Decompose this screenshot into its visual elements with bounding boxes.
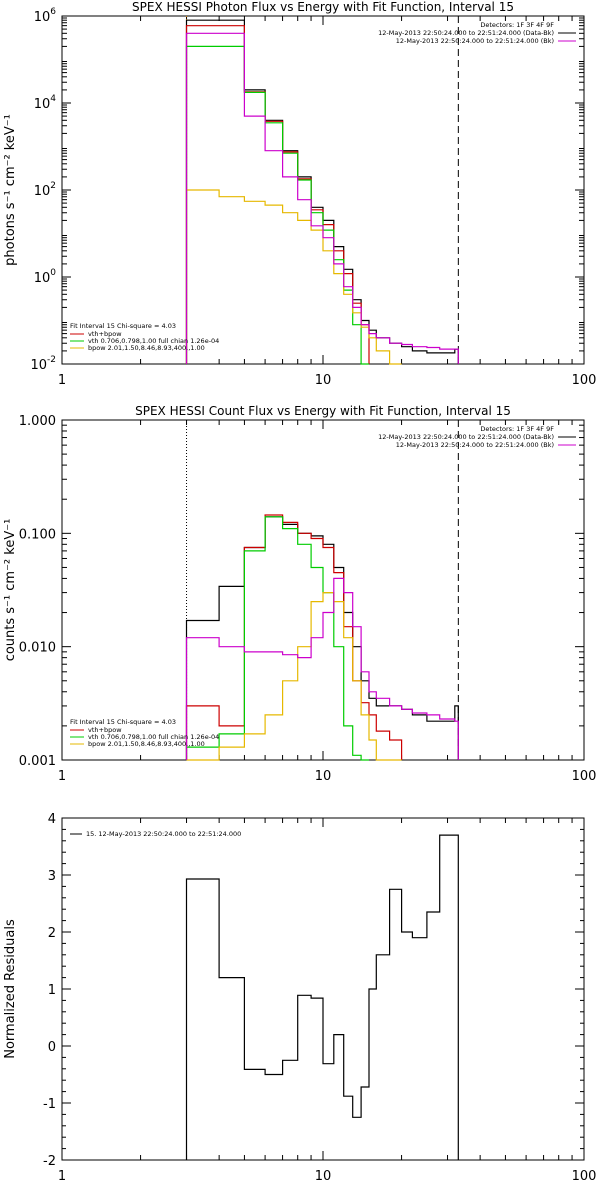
- x-tick-label: 100: [572, 373, 597, 388]
- y-tick-label: 2: [48, 926, 56, 941]
- series-data-histogram: [185, 834, 459, 1160]
- x-tick-label: 10: [315, 769, 332, 784]
- count-flux-panel: SPEX HESSI Count Flux vs Energy with Fit…: [3, 404, 596, 784]
- legend-top-right-entry: 12-May-2013 22:50:24.000 to 22:51:24.000…: [378, 433, 554, 441]
- y-axis-label: Normalized Residuals: [3, 919, 18, 1059]
- photon-flux-panel: SPEX HESSI Photon Flux vs Energy with Fi…: [3, 0, 596, 388]
- y-tick-label: 0.010: [19, 641, 56, 656]
- y-tick-label: 0.001: [19, 754, 56, 769]
- legend-fit-entry: vth 0.706,0.798,1.00 full chian 1.26e-04: [88, 733, 219, 741]
- legend-top-right-entry: Detectors: 1F 3F 4F 9F: [480, 21, 554, 29]
- legend-fit-entry: vth 0.706,0.798,1.00 full chian 1.26e-04: [88, 337, 219, 345]
- y-tick-label: 3: [48, 869, 56, 884]
- chart-title: SPEX HESSI Photon Flux vs Energy with Fi…: [132, 0, 514, 14]
- legend-fit-header: Fit Interval 15 Chi-square = 4.03: [70, 322, 176, 330]
- y-axis-label: counts s⁻¹ cm⁻² keV⁻¹: [3, 519, 18, 662]
- legend-fit-entry: vth+bpow: [88, 726, 122, 734]
- y-tick-label: 106: [34, 7, 57, 25]
- legend-top-right-entry: 12-May-2013 22:50:24.000 to 22:51:24.000…: [378, 29, 554, 37]
- series-vth-histogram: [185, 516, 369, 761]
- y-tick-label: -1: [43, 1097, 56, 1112]
- plot-frame: [61, 817, 585, 1161]
- legend-fit-entry: bpow 2.01,1.50,8.46,8.93,400.,1.00: [88, 344, 205, 352]
- y-tick-label: 104: [34, 94, 57, 112]
- series-data-histogram: [185, 19, 459, 364]
- x-tick-label: 10: [315, 373, 332, 388]
- y-axis-label: photons s⁻¹ cm⁻² keV⁻¹: [3, 114, 18, 266]
- chart-title: SPEX HESSI Count Flux vs Energy with Fit…: [135, 404, 511, 418]
- series-total-histogram: [185, 514, 403, 760]
- x-tick-label: 100: [572, 1169, 597, 1184]
- legend-fit-header: Fit Interval 15 Chi-square = 4.03: [70, 718, 176, 726]
- residuals-panel: Normalized Residuals 1 10 100 -2 -1 0 1 2 3 4 15. 1…: [3, 812, 596, 1184]
- x-tick-label: 1: [58, 769, 66, 784]
- y-tick-label: -2: [43, 1154, 56, 1169]
- x-tick-label: 1: [58, 1169, 66, 1184]
- y-tick-label: 4: [48, 812, 56, 827]
- x-tick-label: 1: [58, 373, 66, 388]
- series-total-histogram: [185, 25, 370, 364]
- legend-top-right-entry: 12-May-2013 22:50:24.000 to 22:51:24.000…: [396, 37, 554, 45]
- series-bk-histogram: [185, 32, 459, 364]
- x-tick-label: 10: [315, 1169, 332, 1184]
- y-tick-label: 0: [48, 1040, 56, 1055]
- legend-fit-entry: vth+bpow: [88, 330, 122, 338]
- series-data-histogram: [185, 516, 459, 760]
- series-bpow-histogram: [186, 592, 402, 761]
- y-tick-label: 100: [34, 268, 57, 286]
- y-tick-label: 102: [34, 181, 56, 199]
- x-tick-label: 100: [572, 769, 597, 784]
- series-bpow-histogram: [185, 189, 402, 365]
- legend-interval-entry: 15. 12-May-2013 22:50:24.000 to 22:51:24…: [86, 830, 241, 838]
- y-tick-label: 1: [48, 983, 56, 998]
- legend-fit-entry: bpow 2.01,1.50,8.46,8.93,400.,1.00: [88, 740, 205, 748]
- legend-top-right-entry: 12-May-2013 22:50:24.000 to 22:51:24.000…: [396, 441, 554, 449]
- y-tick-label: 1.000: [19, 414, 56, 429]
- y-tick-label: 0.100: [19, 527, 56, 542]
- plot-frame: [61, 15, 585, 365]
- series-bk-histogram: [185, 577, 459, 760]
- legend-top-right-entry: Detectors: 1F 3F 4F 9F: [480, 425, 554, 433]
- y-tick-label: 10-2: [30, 355, 56, 373]
